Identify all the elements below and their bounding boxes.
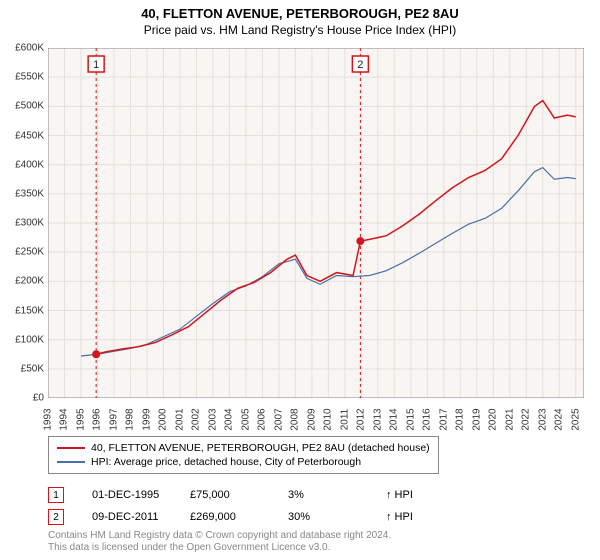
- legend-item: 40, FLETTON AVENUE, PETERBOROUGH, PE2 8A…: [57, 441, 430, 455]
- x-tick-label: 2023: [537, 408, 548, 430]
- y-tick-label: £150K: [15, 305, 44, 316]
- x-tick-label: 2009: [306, 408, 317, 430]
- x-tick-label: 2011: [339, 409, 350, 431]
- x-tick-label: 2018: [455, 408, 466, 430]
- marker-number-box: 2: [48, 509, 64, 525]
- x-tick-label: 1997: [108, 408, 119, 430]
- x-tick-label: 2004: [224, 408, 235, 430]
- x-tick-label: 2013: [372, 408, 383, 430]
- x-tick-label: 2016: [422, 408, 433, 430]
- x-tick-label: 2002: [191, 408, 202, 430]
- marker-row: 1 01-DEC-1995 £75,000 3% ↑ HPI: [48, 484, 413, 506]
- x-tick-label: 2006: [257, 408, 268, 430]
- chart-subtitle: Price paid vs. HM Land Registry's House …: [0, 21, 600, 37]
- legend-label: 40, FLETTON AVENUE, PETERBOROUGH, PE2 8A…: [91, 442, 430, 454]
- y-tick-label: £200K: [15, 276, 44, 287]
- legend-label: HPI: Average price, detached house, City…: [91, 456, 361, 468]
- y-tick-label: £450K: [15, 130, 44, 141]
- x-tick-label: 2021: [504, 408, 515, 430]
- x-tick-label: 2007: [273, 408, 284, 430]
- marker-hpi-delta: ↑ HPI: [386, 489, 413, 501]
- x-tick-label: 2008: [290, 408, 301, 430]
- y-tick-label: £50K: [21, 363, 44, 374]
- x-tick-label: 2005: [240, 408, 251, 430]
- svg-text:2: 2: [357, 59, 363, 71]
- legend-box: 40, FLETTON AVENUE, PETERBOROUGH, PE2 8A…: [48, 436, 439, 474]
- marker-pct: 30%: [288, 511, 358, 523]
- chart-title: 40, FLETTON AVENUE, PETERBOROUGH, PE2 8A…: [0, 0, 600, 21]
- x-tick-label: 2001: [174, 408, 185, 430]
- x-tick-label: 2022: [521, 408, 532, 430]
- x-tick-label: 1994: [59, 408, 70, 430]
- legend-item: HPI: Average price, detached house, City…: [57, 455, 430, 469]
- y-tick-label: £550K: [15, 72, 44, 83]
- marker-date: 09-DEC-2011: [92, 511, 162, 523]
- marker-number-box: 1: [48, 487, 64, 503]
- marker-table: 1 01-DEC-1995 £75,000 3% ↑ HPI 2 09-DEC-2011 £2…: [48, 484, 413, 528]
- footer-line2: This data is licensed under the Open Gov…: [48, 542, 391, 554]
- x-tick-label: 2015: [405, 408, 416, 430]
- x-tick-label: 1998: [125, 408, 136, 430]
- chart-container: 40, FLETTON AVENUE, PETERBOROUGH, PE2 8A…: [0, 0, 600, 560]
- marker-row: 2 09-DEC-2011 £269,000 30% ↑ HPI: [48, 506, 413, 528]
- legend-swatch: [57, 447, 85, 449]
- x-tick-label: 1996: [92, 408, 103, 430]
- x-tick-label: 2000: [158, 408, 169, 430]
- y-tick-label: £350K: [15, 188, 44, 199]
- x-tick-label: 1995: [75, 408, 86, 430]
- plot-svg: 12: [48, 48, 584, 398]
- x-tick-label: 2019: [471, 408, 482, 430]
- x-tick-label: 1999: [141, 408, 152, 430]
- y-tick-label: £250K: [15, 247, 44, 258]
- x-tick-label: 1993: [43, 408, 54, 430]
- marker-pct: 3%: [288, 489, 358, 501]
- x-tick-label: 2017: [438, 408, 449, 430]
- chart-area: 12 £0£50K£100K£150K£200K£250K£300K£350K£…: [48, 48, 584, 398]
- legend-swatch: [57, 461, 85, 463]
- x-tick-label: 2012: [356, 408, 367, 430]
- x-tick-label: 2003: [207, 408, 218, 430]
- y-tick-label: £600K: [15, 43, 44, 54]
- footer-text: Contains HM Land Registry data © Crown c…: [48, 530, 391, 554]
- y-tick-label: £300K: [15, 218, 44, 229]
- y-tick-label: £500K: [15, 101, 44, 112]
- marker-date: 01-DEC-1995: [92, 489, 162, 501]
- marker-price: £75,000: [190, 489, 260, 501]
- y-tick-label: £400K: [15, 159, 44, 170]
- x-tick-label: 2010: [323, 408, 334, 430]
- x-tick-label: 2020: [488, 408, 499, 430]
- x-tick-label: 2014: [389, 408, 400, 430]
- marker-hpi-delta: ↑ HPI: [386, 511, 413, 523]
- x-tick-label: 2025: [570, 408, 581, 430]
- footer-line1: Contains HM Land Registry data © Crown c…: [48, 530, 391, 542]
- marker-price: £269,000: [190, 511, 260, 523]
- y-tick-label: £0: [33, 393, 44, 404]
- y-tick-label: £100K: [15, 334, 44, 345]
- svg-text:1: 1: [93, 59, 99, 71]
- x-tick-label: 2024: [554, 408, 565, 430]
